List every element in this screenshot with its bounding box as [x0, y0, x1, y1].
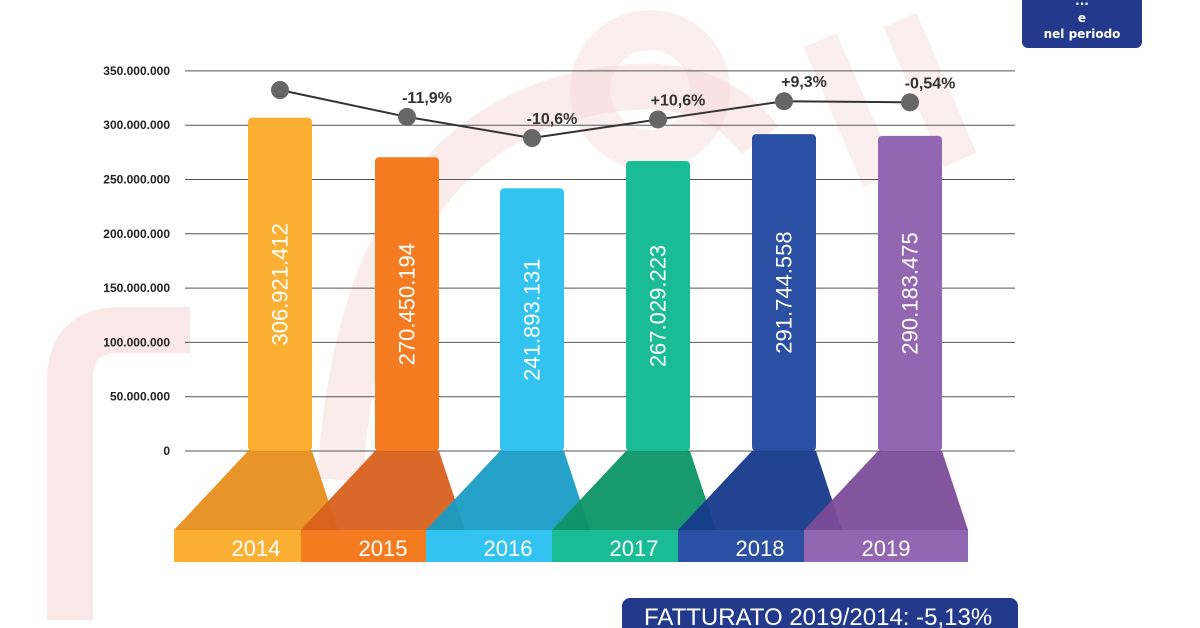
trend-line: -11,9% -10,6% +10,6% +9,3% -0,54% [271, 74, 955, 147]
bar [500, 188, 564, 451]
bar-value-label: 267.029.223 [646, 245, 671, 367]
bar-base [174, 451, 338, 530]
bar-value-label: 270.450.194 [395, 243, 420, 365]
bar-perspective-bases: 2014 2015 2016 2017 2018 2019 [174, 451, 968, 562]
bar [626, 161, 690, 451]
bar-series: 306.921.412 270.450.194 241.893.131 267.029… [248, 117, 942, 452]
y-axis-tick-labels: 0 50.000.000 100.000.000 150.000.000 200.000… [103, 64, 170, 458]
summary-text: FATTURATO 2019/2014: -5,13% [644, 604, 993, 628]
y-tick-label: 300.000.000 [103, 118, 170, 132]
legend-badge-line3: nel periodo [1043, 26, 1121, 41]
y-tick-label: 50.000.000 [110, 390, 170, 404]
change-label: -11,9% [402, 90, 452, 107]
watermark-logo [47, 10, 977, 620]
watermark-stroke [317, 63, 779, 482]
bar-value-label: 241.893.131 [520, 258, 545, 380]
category-label: 2018 [736, 536, 785, 561]
bar-base [804, 451, 968, 530]
trend-marker [523, 129, 541, 147]
bar-base [426, 451, 590, 530]
bar-value-label: 290.183.475 [898, 232, 923, 354]
bar [752, 134, 816, 451]
category-label: 2016 [484, 536, 533, 561]
y-tick-label: 100.000.000 [103, 335, 170, 349]
change-label: -0,54% [905, 75, 956, 92]
y-tick-label: 350.000.000 [103, 64, 170, 78]
bar-value-label: 306.921.412 [268, 223, 293, 345]
bar-label-plate [804, 530, 968, 562]
bar [248, 117, 312, 451]
category-label: 2017 [610, 536, 659, 561]
trend-marker [649, 110, 667, 129]
change-label: -10,6% [527, 111, 578, 128]
bar-value-label: 291.744.558 [772, 231, 797, 353]
y-tick-label: 200.000.000 [103, 227, 170, 241]
trend-polyline [279, 89, 911, 140]
change-label: +9,3% [781, 74, 827, 91]
y-tick-label: 0 [163, 444, 170, 458]
y-tick-label: 150.000.000 [103, 281, 170, 295]
category-label: 2019 [862, 536, 911, 561]
watermark-stroke [803, 12, 977, 188]
trend-marker [775, 92, 793, 111]
bar [375, 157, 439, 452]
trend-marker [271, 81, 289, 99]
category-label: 2014 [232, 536, 281, 561]
watermark-stroke [570, 10, 730, 170]
y-tick-label: 250.000.000 [103, 173, 170, 187]
legend-badge-line2: e [1077, 10, 1087, 25]
watermark-stroke [47, 307, 190, 620]
summary-badge: FATTURATO 2019/2014: -5,13% [622, 598, 1018, 628]
legend-badge: ... e nel periodo [1022, 0, 1142, 48]
trend-marker [901, 93, 919, 112]
chart-gridlines [185, 70, 1015, 452]
legend-badge-line1: ... [1075, 0, 1089, 9]
bar-base [301, 451, 465, 530]
bar [878, 135, 942, 451]
bar-base [552, 451, 716, 530]
category-label: 2015 [359, 536, 408, 561]
bar-base [678, 451, 842, 530]
trend-marker [398, 107, 416, 126]
change-label: +10,6% [651, 92, 706, 109]
